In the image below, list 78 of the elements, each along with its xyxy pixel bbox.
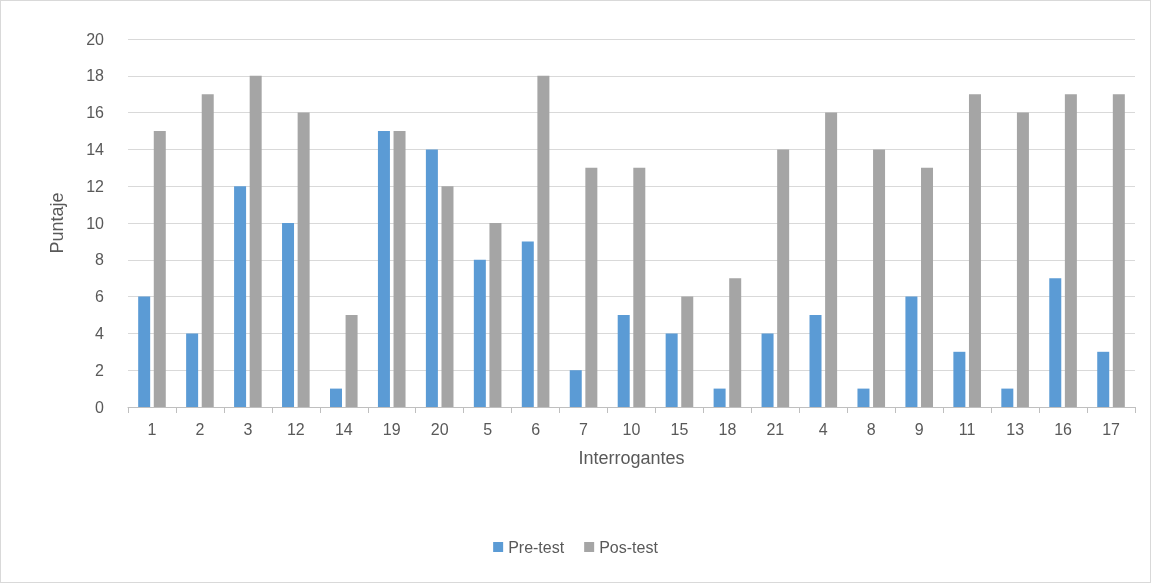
bar	[1064, 94, 1077, 407]
legend-label: Pos-test	[599, 538, 659, 556]
bar	[617, 315, 630, 407]
bar	[713, 388, 726, 407]
bar	[681, 296, 694, 407]
bar	[153, 131, 166, 407]
y-tick-label: 18	[86, 67, 105, 85]
y-tick-label: 14	[86, 140, 105, 158]
x-tick-label: 1	[147, 420, 157, 438]
x-tick-label: 18	[718, 420, 737, 438]
y-tick-label: 10	[86, 214, 105, 232]
bar	[249, 75, 262, 407]
bar	[665, 333, 678, 407]
bar	[234, 186, 247, 407]
x-tick-label: 7	[579, 420, 589, 438]
bar	[1016, 112, 1029, 407]
bar	[825, 112, 838, 407]
bar	[569, 370, 582, 407]
x-tick-label: 19	[382, 420, 401, 438]
bar	[138, 296, 151, 407]
x-tick-label: 13	[1006, 420, 1025, 438]
bar	[537, 75, 550, 407]
x-tick-label: 6	[531, 420, 541, 438]
y-tick-label: 8	[95, 251, 105, 269]
x-tick-label: 10	[622, 420, 641, 438]
x-tick-label: 5	[483, 420, 493, 438]
bar	[441, 186, 454, 407]
bar	[633, 167, 646, 407]
bar	[473, 259, 486, 407]
bar	[1112, 94, 1125, 407]
bar	[729, 278, 742, 407]
x-tick-label: 14	[334, 420, 353, 438]
bar	[1001, 388, 1014, 407]
bar	[905, 296, 918, 407]
bar	[329, 388, 342, 407]
bar	[521, 241, 534, 407]
x-tick-label: 4	[818, 420, 828, 438]
y-tick-label: 2	[95, 361, 105, 379]
bar	[377, 131, 390, 407]
y-tick-label: 0	[95, 398, 105, 416]
x-axis-title: Interrogantes	[578, 448, 685, 468]
bar	[1097, 351, 1110, 407]
x-tick-label: 12	[286, 420, 305, 438]
x-tick-label: 11	[958, 420, 976, 438]
x-tick-label: 16	[1054, 420, 1073, 438]
x-tick-label: 15	[670, 420, 689, 438]
bar	[921, 167, 934, 407]
x-tick-label: 8	[866, 420, 876, 438]
bar	[297, 112, 310, 407]
y-tick-label: 16	[86, 104, 105, 122]
bar	[809, 315, 822, 407]
y-tick-label: 20	[86, 30, 105, 48]
bar	[425, 149, 438, 407]
x-tick-label: 20	[430, 420, 449, 438]
bar	[953, 351, 966, 407]
bar	[345, 315, 358, 407]
x-tick-label: 2	[195, 420, 205, 438]
bar	[393, 131, 406, 407]
bar	[761, 333, 774, 407]
y-tick-label: 12	[86, 177, 105, 195]
bar	[1049, 278, 1062, 407]
bar	[857, 388, 870, 407]
x-tick-label: 3	[243, 420, 253, 438]
x-tick-label: 9	[914, 420, 924, 438]
bar	[873, 149, 886, 407]
x-tick-label: 21	[766, 420, 785, 438]
bar	[489, 223, 502, 407]
y-tick-label: 4	[95, 324, 105, 342]
bar	[777, 149, 790, 407]
y-axis-title: Puntaje	[47, 192, 67, 254]
bar	[186, 333, 199, 407]
legend-label: Pre-test	[508, 538, 565, 556]
bar	[282, 223, 295, 407]
bar	[968, 94, 981, 407]
bar	[201, 94, 214, 407]
x-tick-label: 17	[1102, 420, 1121, 438]
bar	[585, 167, 598, 407]
y-tick-label: 6	[95, 288, 105, 306]
